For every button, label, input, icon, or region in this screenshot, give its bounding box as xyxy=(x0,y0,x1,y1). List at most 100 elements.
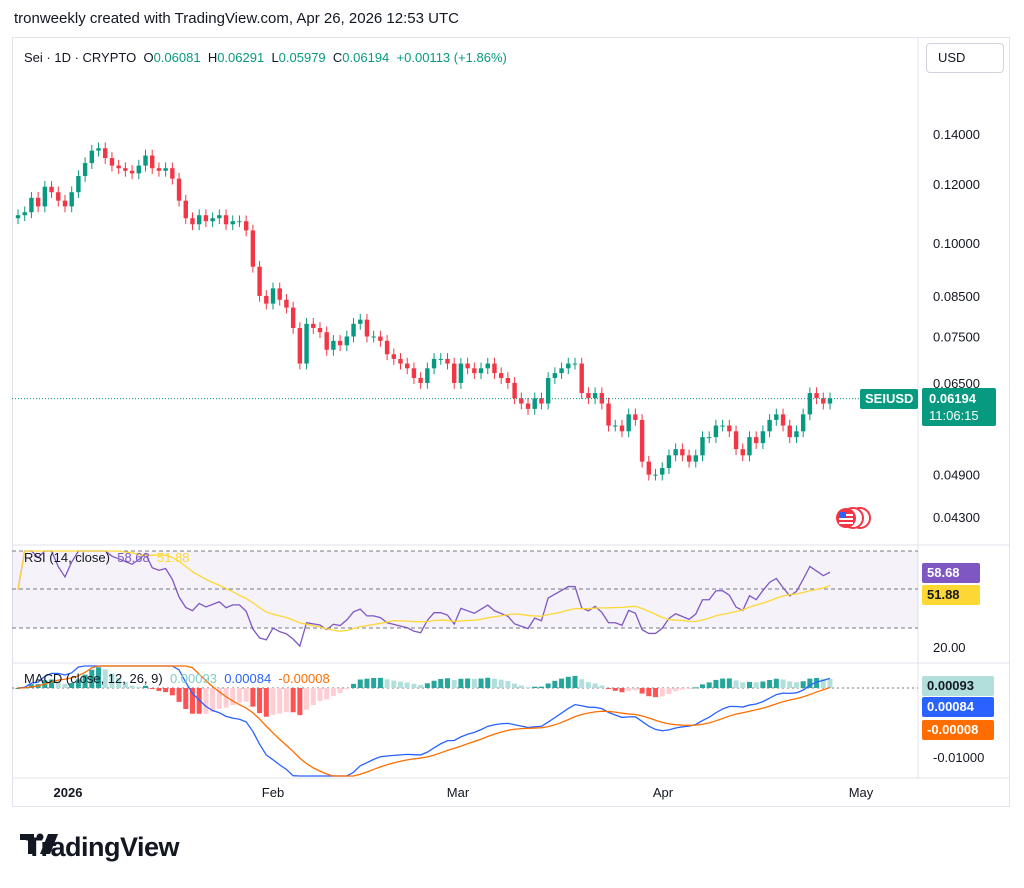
candle-body xyxy=(398,358,403,364)
rsi-ma-line xyxy=(17,550,831,632)
candle-body xyxy=(76,176,81,193)
macd-histogram-bar xyxy=(297,688,303,716)
time-tick-label: 2026 xyxy=(54,785,83,800)
macd-histogram-bar xyxy=(317,688,323,702)
macd-histogram-bar xyxy=(471,678,477,688)
macd-histogram-bar xyxy=(512,683,518,688)
candle-body xyxy=(498,373,504,378)
low-label: L xyxy=(271,50,279,65)
candle-body xyxy=(284,299,289,308)
candle-body xyxy=(713,425,719,438)
candle-body xyxy=(22,212,27,216)
change-value: +0.00113 (+1.86%) xyxy=(396,50,507,65)
candle-body xyxy=(680,449,685,456)
candle-body xyxy=(747,437,752,456)
candle-body xyxy=(82,163,88,177)
candle-body xyxy=(331,340,336,350)
macd-histogram-bar xyxy=(451,680,457,688)
macd-histogram-bar xyxy=(485,677,491,688)
candle-body xyxy=(532,398,537,409)
macd-histogram-bar xyxy=(726,678,732,688)
candle-body xyxy=(660,468,665,475)
candle-body xyxy=(89,150,95,164)
time-tick-label: Feb xyxy=(262,785,284,800)
candle-body xyxy=(304,323,309,364)
macd-histogram-bar xyxy=(767,680,773,688)
candle-body xyxy=(505,377,511,383)
high-value: 0.06291 xyxy=(217,50,265,65)
candle-body xyxy=(170,168,175,179)
candle-body xyxy=(243,221,249,231)
macd-legend-value: 0.00084 xyxy=(224,671,272,686)
candle-body xyxy=(257,266,262,296)
macd-histogram-bar xyxy=(599,685,605,688)
last-price-tag: 0.06194 11:06:15 xyxy=(922,388,996,426)
candle-body xyxy=(485,363,490,369)
currency-button[interactable]: USD xyxy=(926,43,1004,73)
macd-histogram-bar xyxy=(431,680,437,688)
signal-tag: -0.00008 xyxy=(922,720,994,740)
candle-body xyxy=(707,437,712,439)
macd-histogram-bar xyxy=(330,688,336,696)
candle-body xyxy=(203,215,209,222)
candle-body xyxy=(411,368,417,378)
rsi-title[interactable]: RSI (14, close) xyxy=(24,550,110,565)
macd-histogram-bar xyxy=(270,688,276,715)
candle-body xyxy=(693,455,698,462)
candle-body xyxy=(183,200,188,219)
macd-histogram-bar xyxy=(773,678,779,688)
candle-body xyxy=(163,168,168,171)
time-tick-label: Apr xyxy=(653,785,674,800)
candle-body xyxy=(821,398,826,404)
rsi-legend: RSI (14, close) 58.68 51.88 xyxy=(24,550,190,565)
macd-histogram-bar xyxy=(196,688,202,714)
candle-body xyxy=(465,363,470,369)
economic-events-flag-icon[interactable] xyxy=(834,506,874,530)
macd-histogram-bar xyxy=(223,688,229,708)
macd-histogram-bar xyxy=(203,688,209,714)
candle-body xyxy=(686,455,692,462)
macd-histogram-bar xyxy=(478,678,484,688)
candle-body xyxy=(344,336,350,346)
macd-histogram-bar xyxy=(230,688,236,706)
candle-body xyxy=(606,403,611,426)
macd-title[interactable]: MACD (close, 12, 26, 9) xyxy=(24,671,163,686)
candle-body xyxy=(290,307,296,328)
macd-histogram-bar xyxy=(632,688,638,691)
macd-histogram-bar xyxy=(69,682,75,688)
price-legend: Sei · 1D · CRYPTO O0.06081 H0.06291 L0.0… xyxy=(24,50,507,65)
time-tick-label: Mar xyxy=(447,785,470,800)
candle-body xyxy=(740,449,745,456)
candle-body xyxy=(592,393,598,399)
candle-body xyxy=(478,368,484,374)
candle-body xyxy=(49,186,54,193)
macd-hist-legend-value: 0.00093 xyxy=(169,671,217,686)
candle-body xyxy=(579,363,584,394)
countdown-value: 11:06:15 xyxy=(929,408,979,423)
macd-histogram-bar xyxy=(75,679,81,688)
macd-histogram-bar xyxy=(236,688,242,703)
chart-frame xyxy=(12,37,1010,807)
symbol-label[interactable]: Sei · 1D · CRYPTO xyxy=(24,50,137,65)
price-tick-label: 0.14000 xyxy=(933,127,980,142)
last-price-value: 0.06194 xyxy=(929,391,976,406)
candle-body xyxy=(613,425,618,427)
candle-body xyxy=(317,327,323,333)
macd-histogram-bar xyxy=(713,679,719,688)
macd-histogram-bar xyxy=(189,688,195,714)
macd-histogram-bar xyxy=(96,667,102,688)
candle-body xyxy=(42,186,48,207)
candle-body xyxy=(69,192,74,207)
candle-body xyxy=(62,200,68,207)
macd-histogram-bar xyxy=(102,669,108,688)
candle-body xyxy=(559,368,564,374)
candle-body xyxy=(56,192,61,201)
candle-body xyxy=(653,474,658,476)
candle-body xyxy=(700,437,705,456)
candle-body xyxy=(425,368,430,383)
open-value: 0.06081 xyxy=(153,50,201,65)
candle-body xyxy=(599,393,605,404)
candle-body xyxy=(351,323,356,337)
macd-histogram-bar xyxy=(606,688,612,689)
